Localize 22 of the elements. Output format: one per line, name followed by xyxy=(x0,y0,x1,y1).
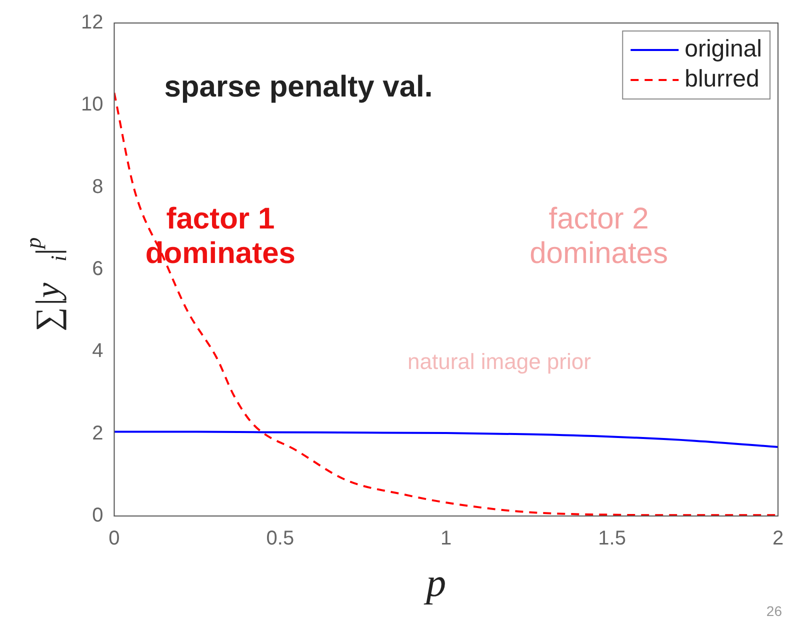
y-tick-label: 12 xyxy=(80,12,104,34)
y-tick-label: 10 xyxy=(80,94,104,116)
legend-label: blurred xyxy=(684,66,760,93)
annotation: natural image prior xyxy=(408,349,591,374)
line-series xyxy=(114,430,778,448)
x-tick-label: 1.5 xyxy=(598,528,626,550)
y-axis-title: ∑|yi|p xyxy=(20,237,71,332)
legend-label: original xyxy=(684,36,762,63)
y-tick-label: 6 xyxy=(92,258,104,280)
x-tick-label: 0.5 xyxy=(266,528,294,550)
annotation: factor 2 dominates xyxy=(530,202,668,270)
x-tick-label: 2 xyxy=(772,528,784,550)
annotation: factor 1 dominates xyxy=(145,202,296,270)
y-tick-label: 4 xyxy=(92,340,104,362)
y-tick-label: 8 xyxy=(92,176,104,198)
text: 26 xyxy=(766,602,782,619)
text: sparse penalty val. xyxy=(164,70,433,104)
x-tick-label: 1 xyxy=(440,528,452,550)
x-tick-label: 0 xyxy=(108,528,120,550)
y-tick-label: 0 xyxy=(92,504,104,527)
x-axis-title: p xyxy=(423,560,446,605)
y-tick-label: 2 xyxy=(92,422,104,444)
